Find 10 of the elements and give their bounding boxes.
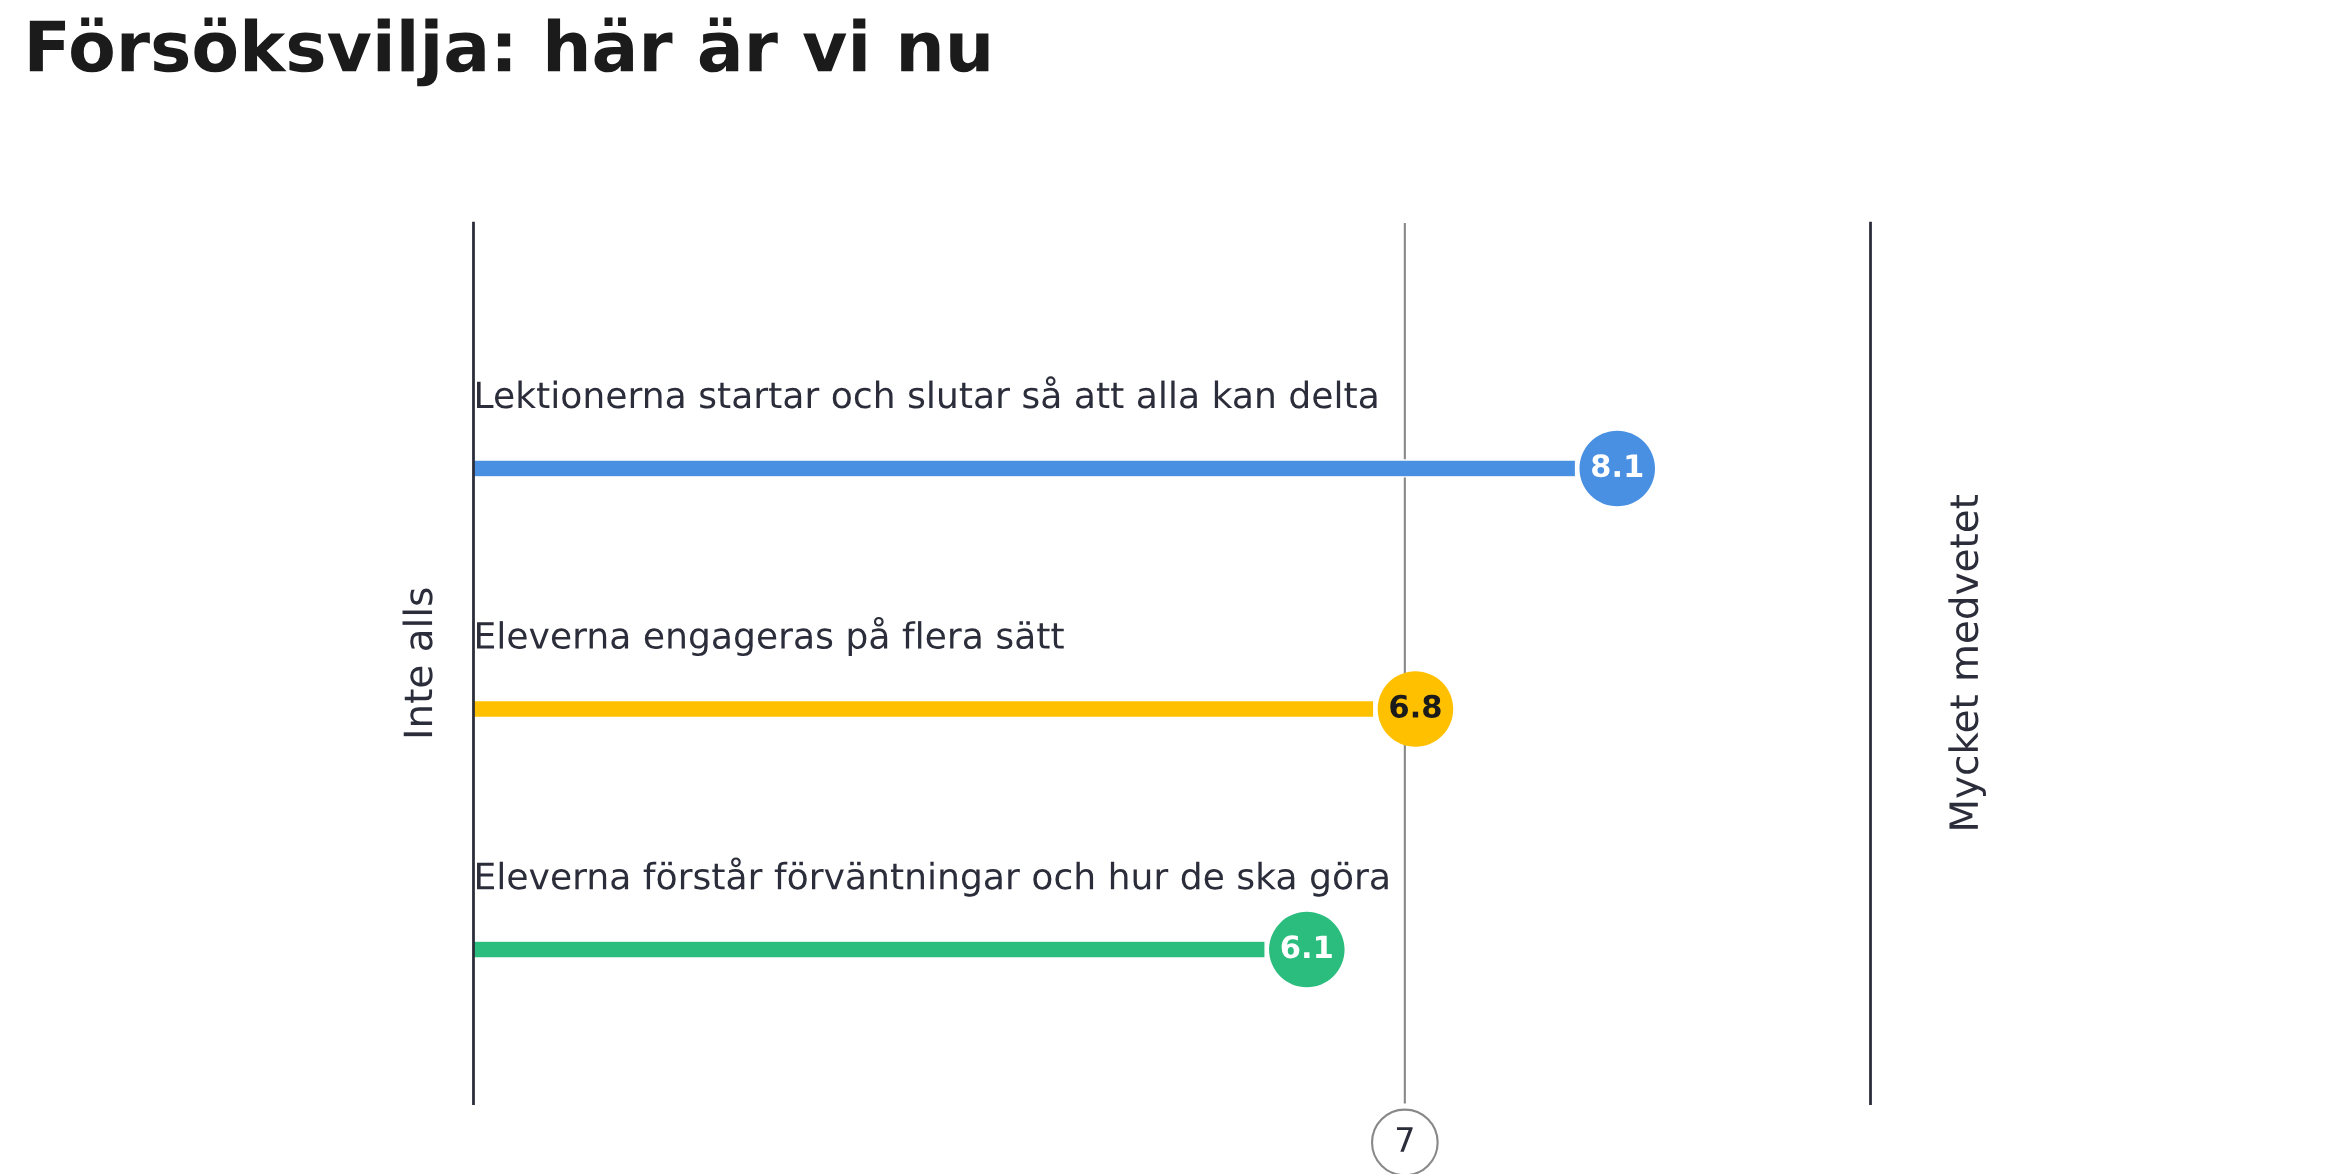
y-axis-title: Inte alls xyxy=(402,588,433,737)
y-tick-label: Lektionerna startar och slutar så att alla kan delta xyxy=(477,376,1377,409)
y-tick-label: Eleverna förstår förväntningar och hur de ska göra xyxy=(477,857,1388,897)
chart-title: Försöksvilja: här är vi nu xyxy=(29,17,989,87)
data-label: 6.8 xyxy=(1390,694,1441,718)
y2-axis-title: Mycket medvetet xyxy=(1948,495,1986,829)
data-label: 6.1 xyxy=(1281,935,1332,959)
y-tick-label: Eleverna engageras på flera sätt xyxy=(477,616,1064,657)
ref-line-label: 7 xyxy=(1396,1127,1413,1152)
data-label: 8.1 xyxy=(1592,454,1643,478)
